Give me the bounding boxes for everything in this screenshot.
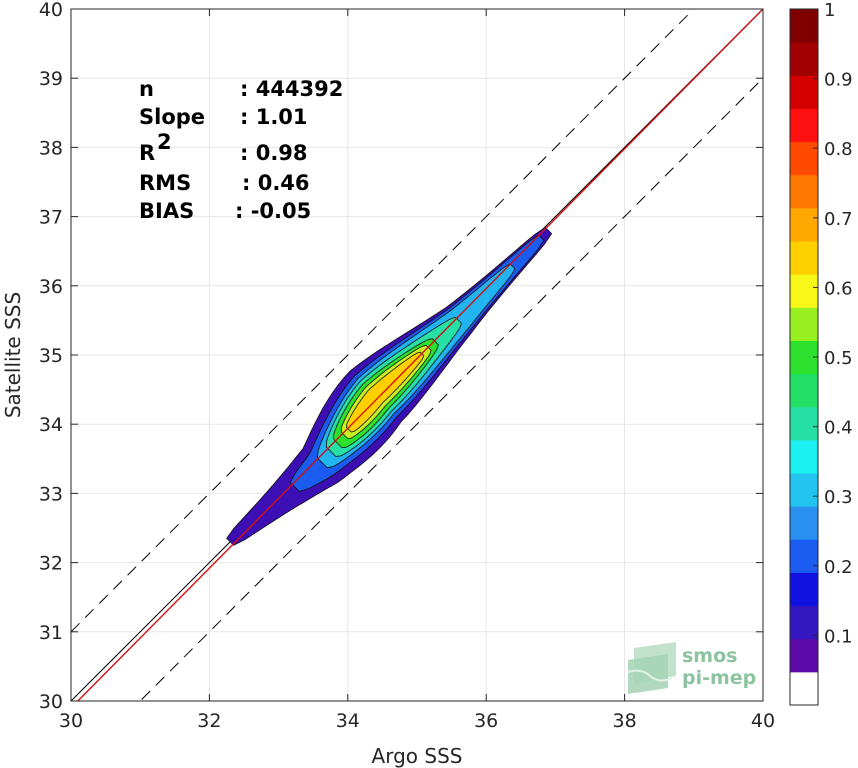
y-tick-label: 35 xyxy=(39,345,63,367)
y-tick-label: 30 xyxy=(39,691,63,713)
colorbar-segment xyxy=(790,42,818,76)
colorbar-segment xyxy=(790,671,818,706)
stat-value-rms: : 0.46 xyxy=(242,171,310,195)
x-tick-label: 34 xyxy=(336,710,360,732)
x-tick-label: 36 xyxy=(474,710,498,732)
x-axis-label: Argo SSS xyxy=(372,744,463,768)
y-tick-label: 36 xyxy=(39,276,63,298)
colorbar-segment xyxy=(790,307,818,341)
y-tick-label: 40 xyxy=(39,0,63,21)
density-contours xyxy=(226,226,552,546)
stat-label-rms: RMS xyxy=(139,171,191,195)
y-axis-label: Satellite SSS xyxy=(1,292,25,418)
colorbar-segment xyxy=(790,638,818,673)
stat-value-slope: : 1.01 xyxy=(240,105,308,129)
colorbar-segment xyxy=(790,572,818,607)
upper-bound-dashed-line xyxy=(71,9,695,633)
colorbar-segment xyxy=(790,108,818,143)
stat-label-slope: Slope xyxy=(139,105,205,129)
colorbar-segment xyxy=(790,439,818,474)
stat-label-n: n xyxy=(139,77,154,101)
colorbar-segment xyxy=(790,373,818,408)
regression-fit-line xyxy=(76,9,763,701)
colorbar-segment xyxy=(790,241,818,275)
lower-bound-dashed-line xyxy=(139,77,763,701)
colorbar-tick-label: 0.1 xyxy=(824,626,853,647)
colorbar-segment xyxy=(790,174,818,209)
colorbar-segment xyxy=(790,9,818,43)
colorbar-segment xyxy=(790,406,818,441)
x-tick-label: 40 xyxy=(751,710,775,732)
colorbar-segment xyxy=(790,207,818,242)
y-tick-label: 31 xyxy=(39,622,63,644)
colorbar-tick-label: 0.3 xyxy=(824,487,853,508)
colorbar-tick-label: 0.8 xyxy=(824,139,853,160)
stat-label-r: R xyxy=(139,141,155,165)
colorbar: 0.1 0.2 0.3 0.4 0.5 0.6 0.7 0.8 0.9 1 xyxy=(789,0,853,706)
stat-value-n: : 444392 xyxy=(240,77,343,101)
stat-value-bias: : -0.05 xyxy=(235,199,311,223)
colorbar-tick-label: 0.2 xyxy=(824,557,853,578)
y-tick-label: 39 xyxy=(39,68,63,90)
colorbar-tick-label: 0.6 xyxy=(824,278,853,299)
colorbar-segment xyxy=(790,274,818,308)
stat-label-bias: BIAS xyxy=(139,199,194,223)
y-tick-label: 37 xyxy=(39,207,63,229)
colorbar-segment xyxy=(790,605,818,640)
y-tick-label: 32 xyxy=(39,553,63,575)
fit-line-group xyxy=(76,9,763,701)
logo-text-pimep: pi-mep xyxy=(682,667,756,689)
stats-box: n : 444392 Slope : 1.01 R 2 : 0.98 RMS : 0.46 BIA… xyxy=(139,77,343,223)
x-axis: 30 32 34 36 38 40 xyxy=(59,9,775,732)
x-tick-label: 30 xyxy=(59,710,83,732)
colorbar-segment xyxy=(790,506,818,540)
x-tick-label: 38 xyxy=(613,710,637,732)
y-tick-label: 33 xyxy=(39,483,63,505)
y-tick-label: 38 xyxy=(39,137,63,159)
colorbar-tick-label: 1 xyxy=(824,0,835,21)
y-tick-label: 34 xyxy=(39,414,63,436)
stat-superscript: 2 xyxy=(157,130,172,154)
smos-pi-mep-logo: smos pi-mep xyxy=(627,642,756,694)
y-axis: 30 31 32 33 34 35 36 37 38 39 40 xyxy=(39,0,763,713)
colorbar-segment xyxy=(790,75,818,109)
colorbar-segment xyxy=(790,141,818,176)
colorbar-tick-label: 0.5 xyxy=(824,348,853,369)
colorbar-segment xyxy=(790,539,818,573)
x-tick-label: 32 xyxy=(197,710,221,732)
stat-value-r: : 0.98 xyxy=(240,141,308,165)
colorbar-segment xyxy=(790,473,818,507)
colorbar-tick-label: 0.4 xyxy=(824,418,853,439)
logo-text-smos: smos xyxy=(682,645,737,667)
colorbar-tick-label: 0.9 xyxy=(824,70,853,91)
logo-graph-icon xyxy=(627,642,676,694)
colorbar-tick-label: 0.7 xyxy=(824,209,853,230)
